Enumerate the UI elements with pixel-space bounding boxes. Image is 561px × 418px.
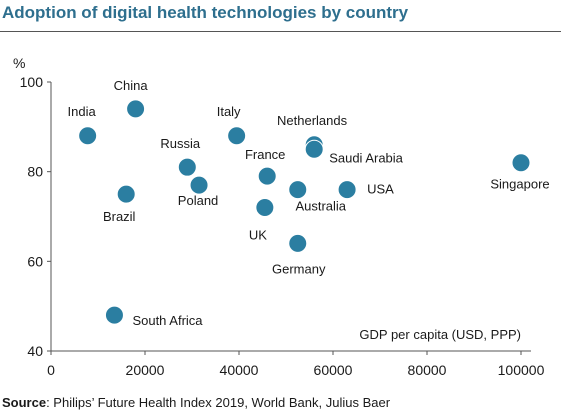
title-divider bbox=[0, 31, 561, 32]
data-point bbox=[104, 305, 124, 325]
source-text: : Philips’ Future Health Index 2019, Wor… bbox=[46, 395, 391, 410]
data-label: Netherlands bbox=[277, 113, 348, 128]
data-label: Singapore bbox=[490, 177, 549, 192]
y-tick-label: 100 bbox=[20, 74, 44, 90]
source-note: Source: Philips’ Future Health Index 201… bbox=[2, 395, 390, 410]
data-point bbox=[288, 233, 308, 253]
y-axis-label: % bbox=[13, 55, 25, 71]
y-tick-label: 60 bbox=[27, 253, 43, 269]
data-labels: India China Brazil Russia Poland Italy France U… bbox=[68, 78, 550, 328]
data-label: USA bbox=[367, 182, 394, 197]
x-tick-label: 80000 bbox=[408, 362, 447, 378]
x-tick-label: 20000 bbox=[126, 362, 165, 378]
data-point bbox=[177, 157, 197, 177]
data-point bbox=[189, 175, 209, 195]
data-label: UK bbox=[249, 228, 267, 243]
data-point bbox=[116, 184, 136, 204]
data-label: Italy bbox=[217, 104, 241, 119]
data-label: Germany bbox=[272, 261, 326, 276]
tick-labels: 40 60 80 100 0 20000 40000 60000 80000 100000 bbox=[20, 74, 545, 378]
data-point bbox=[304, 139, 324, 159]
data-point bbox=[288, 180, 308, 200]
data-label: South Africa bbox=[132, 313, 203, 328]
chart-title: Adoption of digital health technologies … bbox=[2, 3, 409, 22]
data-label: Poland bbox=[178, 193, 218, 208]
data-label: Brazil bbox=[103, 209, 136, 224]
data-point bbox=[78, 126, 98, 146]
x-axis-label: GDP per capita (USD, PPP) bbox=[359, 327, 521, 342]
y-tick-label: 80 bbox=[27, 164, 43, 180]
data-label: Russia bbox=[160, 136, 201, 151]
data-point bbox=[255, 198, 275, 218]
data-label: India bbox=[68, 104, 97, 119]
data-label: Saudi Arabia bbox=[329, 150, 403, 165]
data-label: Australia bbox=[295, 199, 346, 214]
scatter-chart: 40 60 80 100 0 20000 40000 60000 80000 100000 Ind… bbox=[13, 55, 550, 378]
source-label: Source bbox=[2, 395, 47, 410]
data-point bbox=[257, 166, 277, 186]
data-points bbox=[78, 99, 531, 325]
x-tick-label: 40000 bbox=[220, 362, 259, 378]
data-label: France bbox=[245, 147, 285, 162]
data-label: China bbox=[114, 78, 149, 93]
data-point bbox=[511, 153, 531, 173]
data-point bbox=[126, 99, 146, 119]
data-point bbox=[227, 126, 247, 146]
chart-axes bbox=[47, 81, 531, 355]
x-tick-label: 60000 bbox=[314, 362, 353, 378]
x-tick-label: 100000 bbox=[498, 362, 545, 378]
y-tick-label: 40 bbox=[27, 343, 43, 359]
data-point bbox=[337, 180, 357, 200]
x-tick-label: 0 bbox=[47, 362, 55, 378]
